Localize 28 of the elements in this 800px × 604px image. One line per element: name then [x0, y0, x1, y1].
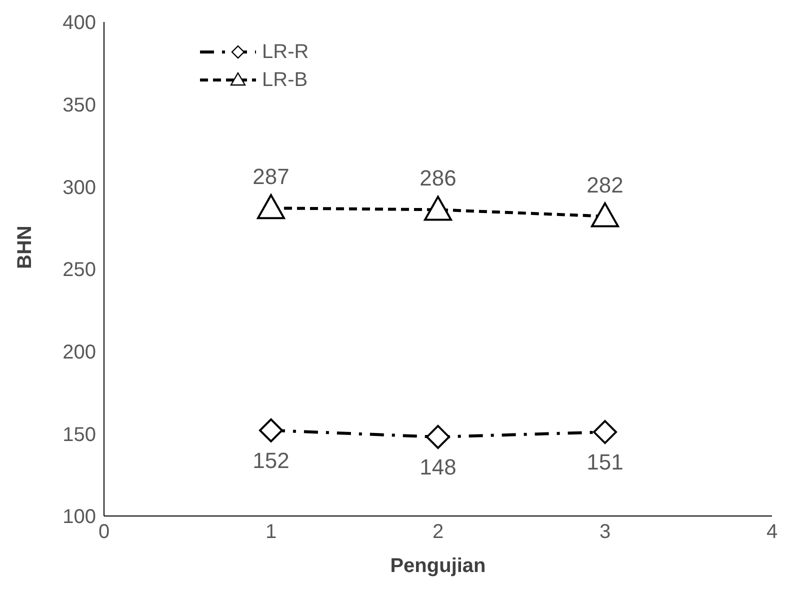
data-label: 152 [252, 448, 290, 473]
y-tick-label: 150 [62, 424, 96, 446]
y-tick-label: 250 [62, 259, 96, 282]
y-tick-label: 100 [62, 506, 96, 528]
legend-label: LR-B [262, 68, 308, 92]
y-tick-label: 200 [62, 341, 96, 364]
y-tick-label: 350 [62, 94, 96, 116]
point [257, 194, 285, 220]
y-axis-title: BHN [14, 226, 36, 269]
data-label: 287 [252, 164, 290, 190]
x-axis-title: Pengujian [390, 555, 486, 577]
point [259, 418, 283, 442]
x-tick-label: 0 [98, 521, 110, 544]
data-label: 286 [420, 166, 456, 191]
x-tick-label: 1 [265, 521, 277, 544]
data-label: 148 [420, 454, 456, 480]
point [426, 424, 450, 449]
x-tick-label: 3 [599, 521, 611, 544]
y-tick-label: 300 [62, 176, 96, 199]
x-tick-label: 4 [766, 521, 778, 544]
x-tick-label: 2 [432, 521, 444, 544]
legend-label: LR-R [262, 40, 309, 64]
point [593, 420, 617, 444]
point [591, 202, 619, 228]
data-label: 282 [586, 172, 624, 198]
point [424, 196, 452, 221]
y-tick-label: 400 [62, 12, 96, 34]
data-label: 151 [586, 450, 624, 475]
